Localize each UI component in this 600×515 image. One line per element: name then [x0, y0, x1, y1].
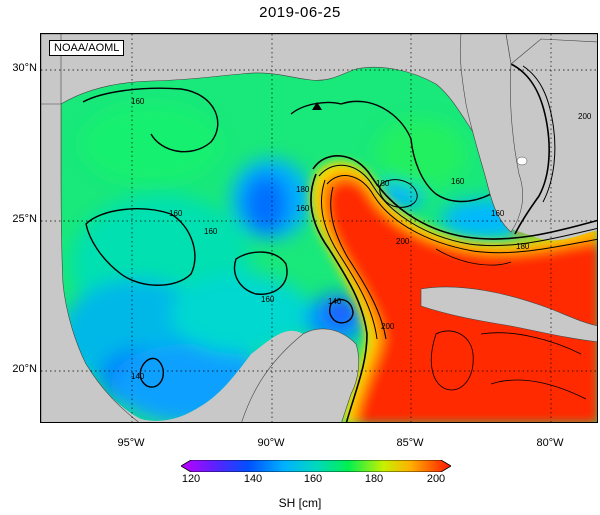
- lon-label: 80°W: [536, 437, 564, 449]
- lon-label: 95°W: [117, 437, 145, 449]
- colorbar-tick: 160: [303, 473, 323, 485]
- contour-label: 180: [516, 242, 530, 251]
- sea-height-map: 160 160 160 160 160 160 180 180 180 200 …: [40, 33, 598, 423]
- contour-label: 160: [491, 209, 505, 218]
- contour-label: 160: [451, 177, 465, 186]
- contour-label: 160: [261, 295, 275, 304]
- colorbar-tick: 180: [364, 473, 384, 485]
- contour-lines: [82, 63, 597, 422]
- contour-label: 160: [131, 97, 145, 106]
- lat-label: 25°N: [12, 213, 37, 225]
- contour-label: 160: [169, 209, 183, 218]
- contour-label: 160: [296, 204, 310, 213]
- contour-label: 140: [131, 372, 145, 381]
- cuba: [420, 286, 597, 343]
- lon-label: 85°W: [396, 437, 424, 449]
- contour-label: 160: [204, 227, 218, 236]
- graticule: [41, 34, 597, 422]
- map-title: 2019-06-25: [259, 4, 341, 21]
- contour-label: 180: [296, 185, 310, 194]
- source-label: NOAA/AOML: [49, 40, 125, 56]
- lat-label: 30°N: [12, 62, 37, 74]
- colorbar-tick: 120: [181, 473, 201, 485]
- contour-label: 180: [376, 179, 390, 188]
- florida-peninsula: [459, 34, 524, 233]
- lon-label: 90°W: [257, 437, 285, 449]
- map-canvas: 160 160 160 160 160 160 180 180 180 200 …: [41, 34, 597, 422]
- mexico-coast: [41, 103, 139, 422]
- contour-label: 200: [381, 322, 395, 331]
- colorbar-tick: 200: [426, 473, 446, 485]
- station-marker: [312, 102, 322, 110]
- contour-label: 140: [328, 297, 342, 306]
- colorbar-tick: 140: [243, 473, 263, 485]
- lat-label: 20°N: [12, 363, 37, 375]
- colorbar: [181, 460, 451, 472]
- contour-label-group: 160 160 160 160 160 160 180 180 180 200 …: [131, 97, 592, 381]
- contour-label: 200: [578, 112, 592, 121]
- colorbar-gradient: [181, 460, 451, 472]
- yucatan-peninsula: [241, 328, 360, 422]
- lake-okeechobee: [516, 156, 528, 166]
- contour-label: 200: [396, 237, 410, 246]
- colorbar-title: SH [cm]: [278, 496, 322, 510]
